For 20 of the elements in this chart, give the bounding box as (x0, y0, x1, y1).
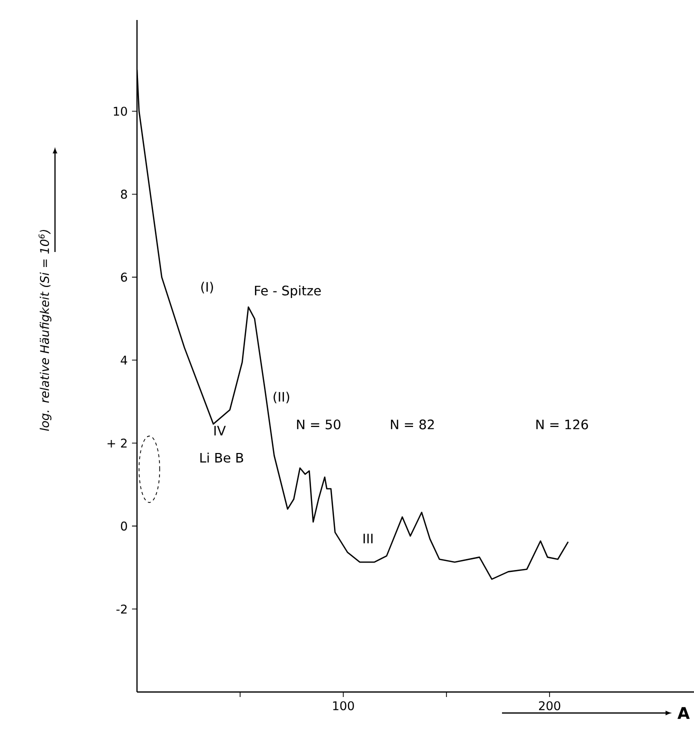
y-axis-title: log. relative Häufigkeit (Si = 10$^{6}$) (38, 230, 52, 431)
y-tick-label: -2 (116, 604, 127, 614)
y-tick-label: + 2 (108, 438, 127, 448)
annotation: (I) (201, 282, 214, 294)
annotation: N = 50 (297, 420, 340, 430)
annotation: Li Be B (200, 452, 244, 463)
annotation: III (364, 534, 373, 544)
y-tick-label: 10 (114, 106, 127, 116)
y-tick-label: 8 (120, 190, 127, 199)
x-tick-label: 100 (333, 701, 354, 710)
annotation: Fe - Spitze (254, 285, 321, 298)
y-tick-label: 6 (120, 272, 128, 282)
annotation: N = 82 (390, 420, 434, 430)
y-tick-label: 0 (120, 522, 127, 531)
annotation: N = 126 (536, 420, 588, 430)
x-tick-label: 200 (539, 701, 560, 710)
annotation: IV (214, 426, 226, 436)
x-axis-title: A (677, 707, 690, 719)
annotation: (II) (274, 392, 290, 404)
y-tick-label: 4 (120, 356, 128, 365)
